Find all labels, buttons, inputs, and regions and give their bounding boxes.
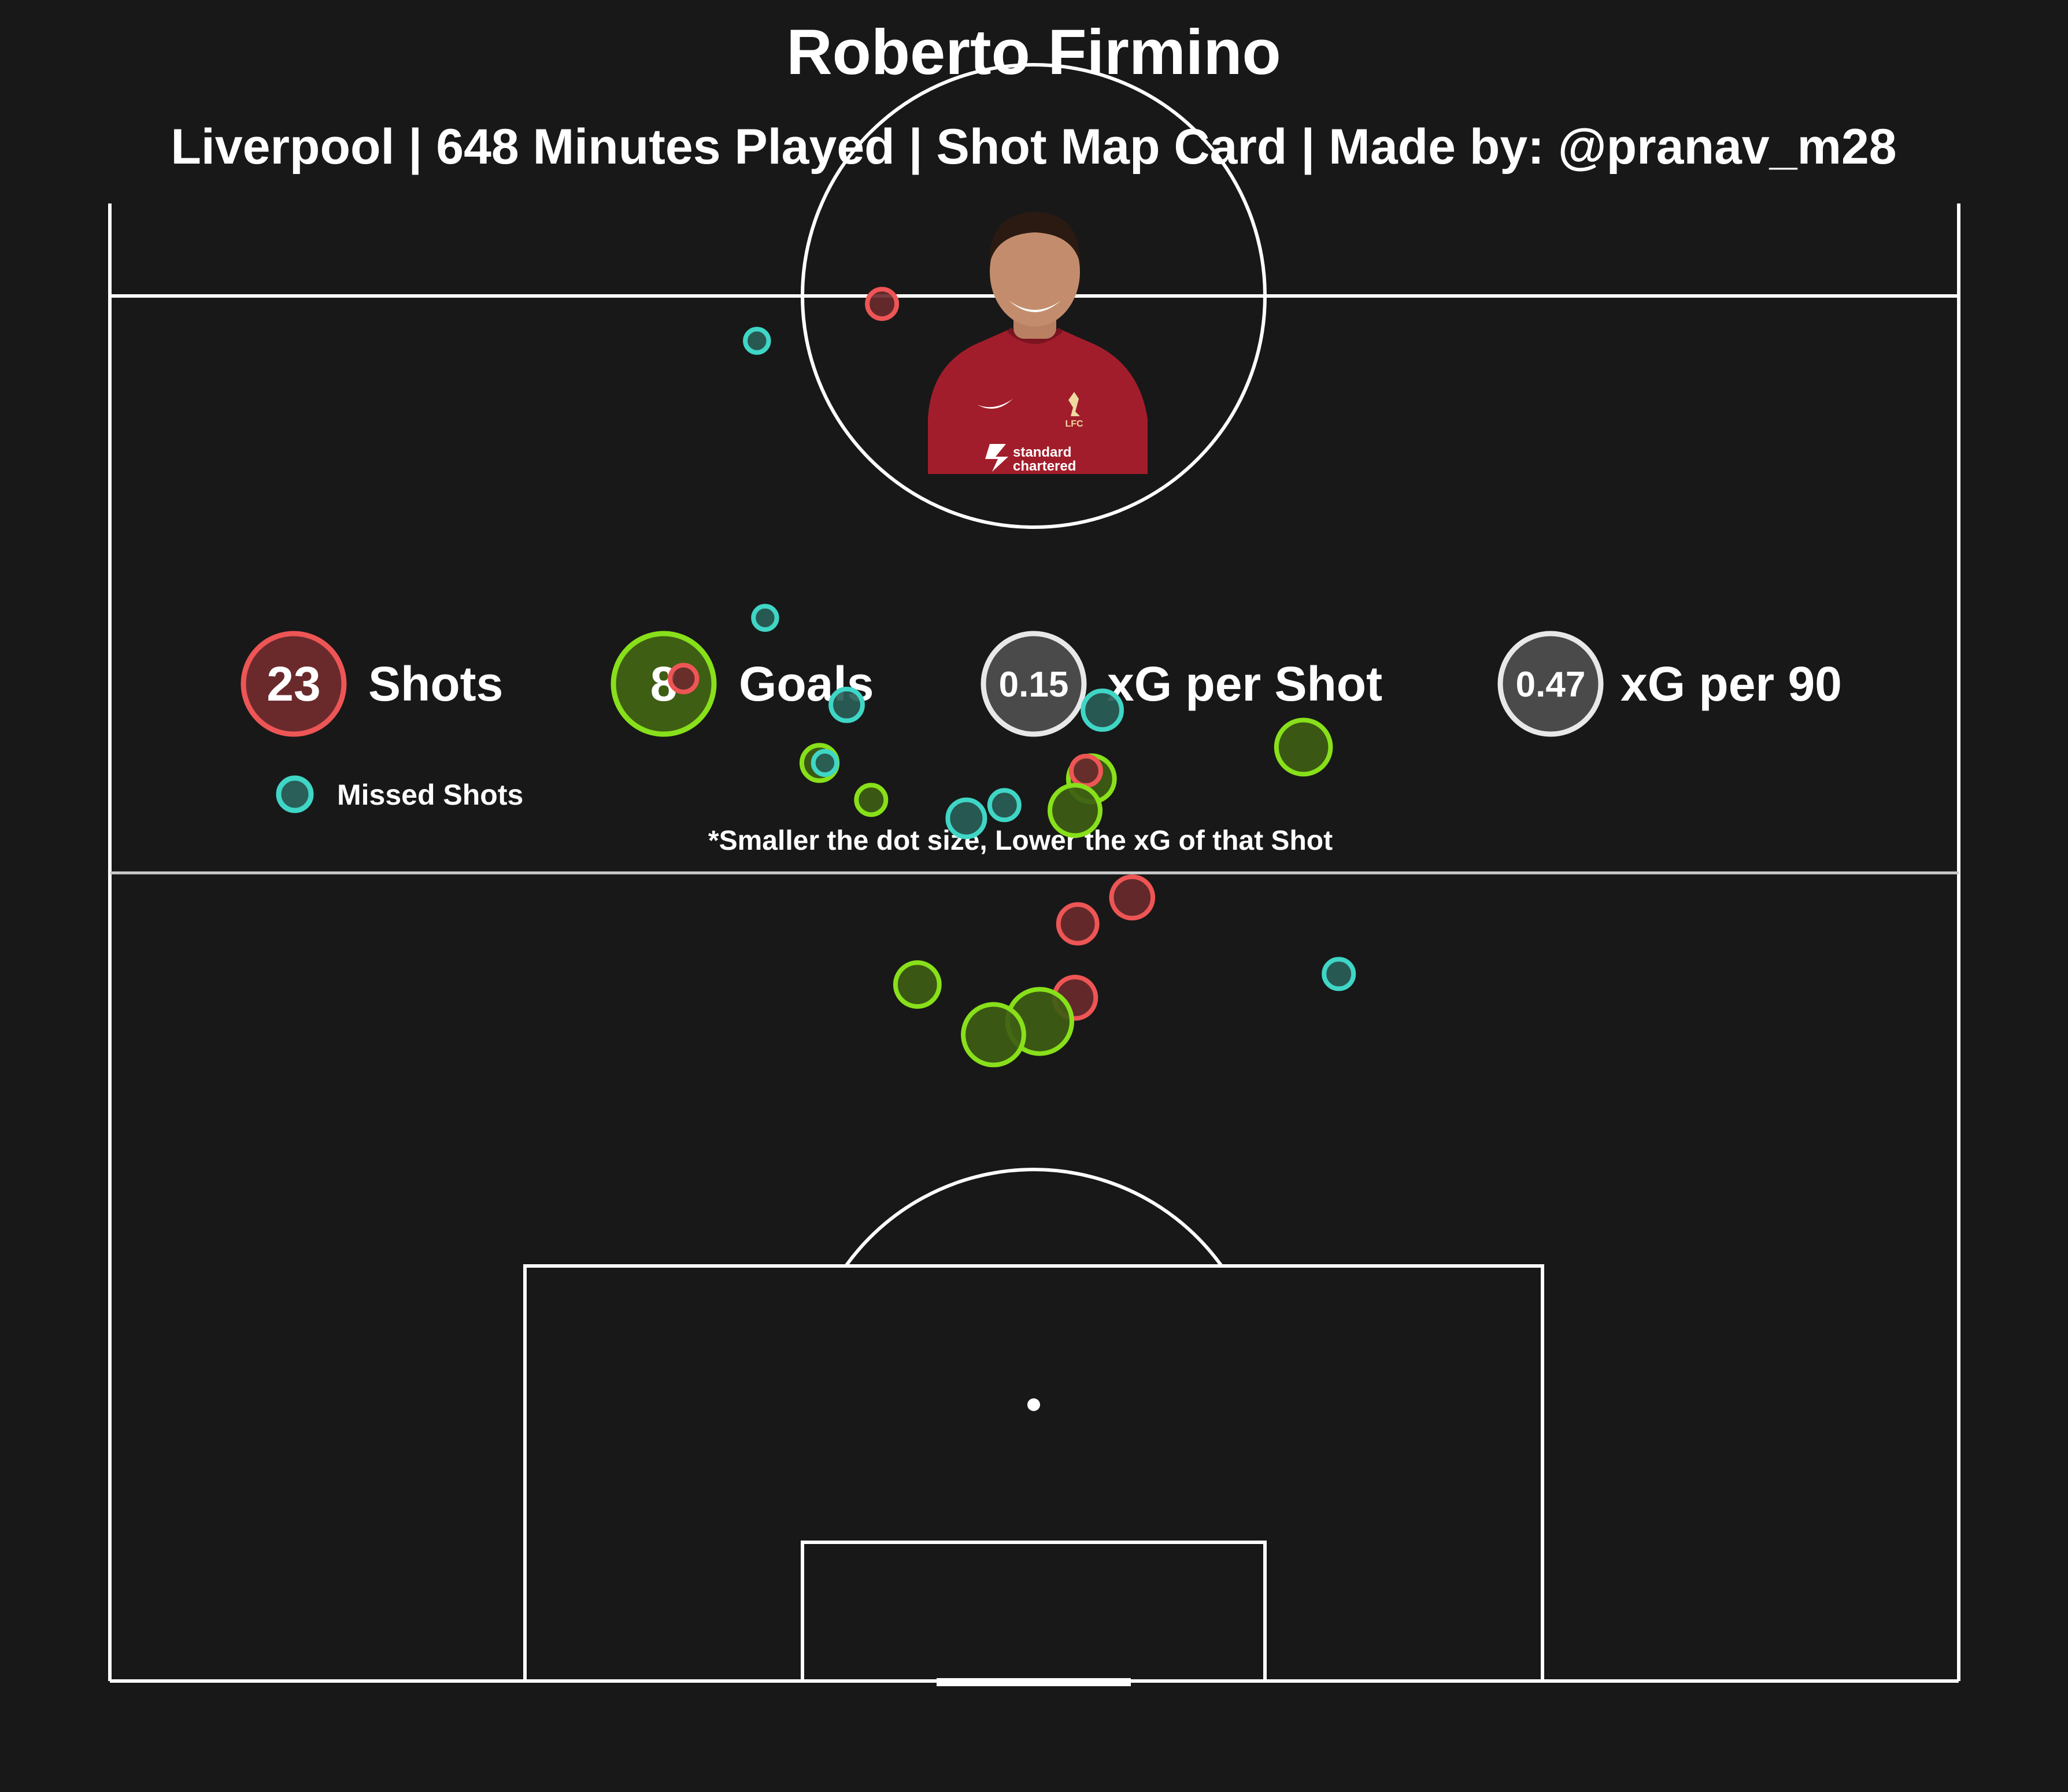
goals-circle — [611, 631, 717, 737]
sponsor-text-2: chartered — [1013, 458, 1076, 474]
centre-circle — [801, 63, 1267, 529]
shot-marker-missed — [811, 749, 839, 777]
shot-marker-missed — [743, 327, 771, 355]
shot-marker-blocked — [1056, 902, 1100, 946]
player-shirt — [928, 329, 1148, 474]
pitch — [108, 63, 1960, 1686]
kit-swoosh-icon — [977, 399, 1013, 409]
legend-missed-marker — [276, 775, 314, 813]
xg-per-90-label: xG per 90 — [1621, 657, 1842, 711]
shot-marker-goal — [893, 960, 942, 1009]
shots-circle — [241, 631, 347, 737]
shot-marker-missed — [1081, 688, 1124, 732]
shot-marker-goal — [1274, 717, 1333, 777]
legend: Missed Shots — [276, 775, 523, 813]
xg-per-90-value: 0.47 — [1516, 665, 1586, 705]
shot-marker-blocked — [865, 287, 900, 321]
stat-xg-per-90: 0.47 xG per 90 — [1497, 631, 1842, 737]
shirt-collar — [1007, 327, 1063, 344]
shot-marker-blocked — [1068, 754, 1103, 788]
shot-marker-blocked — [1109, 874, 1156, 921]
shots-label: Shots — [368, 657, 503, 711]
shot-marker-goal — [854, 783, 889, 817]
player-photo: LFC standard chartered — [928, 212, 1148, 474]
xg-size-note: *Smaller the dot size, Lower the xG of t… — [708, 825, 1333, 856]
player-hair — [989, 212, 1081, 263]
penalty-arc — [844, 1168, 1223, 1267]
crest-text: LFC — [1065, 419, 1083, 429]
sponsor-logo-icon — [985, 444, 1008, 472]
penalty-spot — [1027, 1398, 1040, 1411]
liverbird-crest-icon — [1068, 392, 1080, 416]
shot-marker-goal — [961, 1002, 1026, 1068]
player-smile — [1009, 301, 1061, 312]
sponsor-text-1: standard — [1013, 445, 1071, 460]
legend-missed-label: Missed Shots — [337, 779, 523, 811]
player-face — [990, 217, 1080, 327]
shot-marker-missed — [828, 687, 865, 723]
xg-per-shot-value: 0.15 — [999, 665, 1069, 705]
shot-marker-missed — [751, 603, 779, 632]
stat-shots: 23 Shots — [241, 631, 503, 737]
stat-goals: 8 Goals — [611, 631, 874, 737]
shot-markers — [668, 287, 1356, 1068]
shot-marker-goal — [1048, 783, 1103, 838]
shot-marker-missed — [945, 797, 987, 839]
chart-title: Roberto Firmino — [786, 17, 1281, 88]
shot-marker-missed — [987, 788, 1022, 823]
chart-subtitle: Liverpool | 648 Minutes Played | Shot Ma… — [171, 119, 1896, 175]
shots-value: 23 — [267, 657, 320, 711]
shot-marker-missed — [1322, 957, 1356, 991]
stat-xg-per-shot: 0.15 xG per Shot — [981, 631, 1382, 737]
xg-per-shot-label: xG per Shot — [1107, 657, 1382, 711]
shot-marker-blocked — [668, 662, 700, 695]
xg-per-90-circle — [1497, 631, 1604, 737]
xg-per-shot-circle — [981, 631, 1087, 737]
